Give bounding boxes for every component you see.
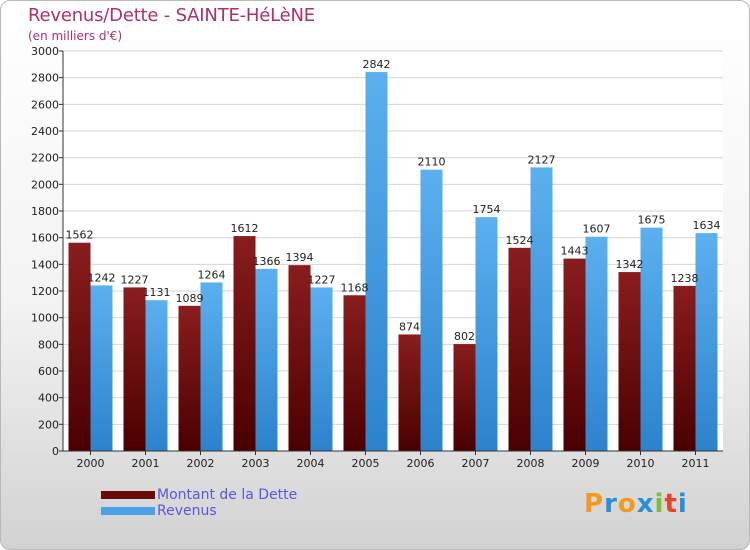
legend-label-dette: Montant de la Dette (157, 487, 298, 503)
bar-dette (398, 334, 421, 451)
data-label-dette: 1394 (286, 251, 314, 264)
data-label-revenus: 1227 (308, 273, 336, 286)
y-tick-label: 2800 (31, 72, 59, 85)
y-tick-label: 2000 (31, 178, 59, 191)
bar-revenus (90, 285, 113, 451)
y-tick-label: 400 (38, 392, 59, 405)
bar-revenus (255, 268, 278, 451)
logo-letter: o (617, 489, 637, 519)
data-label-revenus: 1366 (253, 255, 281, 268)
x-tick-label: 2001 (132, 457, 160, 470)
data-label-dette: 1562 (66, 229, 94, 242)
data-label-revenus: 1675 (638, 214, 666, 227)
data-label-dette: 874 (399, 320, 420, 333)
bar-revenus (200, 282, 223, 451)
x-tick-label: 2011 (682, 457, 710, 470)
logo-letter: t (664, 489, 678, 519)
legend-item-dette: Montant de la Dette (101, 487, 297, 503)
bar-revenus (420, 169, 443, 451)
bar-revenus (145, 300, 168, 451)
bar-revenus (310, 287, 333, 451)
y-tick-label: 1200 (31, 285, 59, 298)
chart-subtitle: (en milliers d'€) (28, 29, 123, 43)
bar-chart: 0 200 400 600 800 1000 1200 1400 1600 1800 2000 220… (31, 45, 723, 470)
x-tick-label: 2008 (517, 457, 545, 470)
y-tick-label: 1000 (31, 312, 59, 325)
legend-swatch-revenus (101, 507, 155, 515)
data-label-revenus: 1264 (198, 268, 226, 281)
x-tick-label: 2002 (187, 457, 215, 470)
y-tick-label: 0 (52, 445, 59, 458)
y-tick-label: 800 (38, 338, 59, 351)
x-tick-label: 2006 (407, 457, 435, 470)
data-label-dette: 1089 (176, 292, 204, 305)
chart-legend: Montant de la Dette Revenus (101, 487, 297, 519)
y-tick-label: 1800 (31, 205, 59, 218)
y-tick-label: 3000 (31, 45, 59, 58)
data-label-dette: 1443 (561, 245, 589, 258)
y-tick-label: 2600 (31, 98, 59, 111)
x-tick-label: 2004 (297, 457, 325, 470)
y-tick-label: 2400 (31, 125, 59, 138)
x-tick-label: 2010 (627, 457, 655, 470)
bar-dette (508, 247, 531, 451)
data-label-dette: 1342 (616, 258, 644, 271)
chart-title: Revenus/Dette - SAINTE-HéLèNE (28, 5, 315, 26)
bar-revenus (530, 167, 553, 451)
data-label-revenus: 2127 (528, 153, 556, 166)
y-tick-label: 2200 (31, 152, 59, 165)
logo-letter: P (584, 489, 605, 519)
bar-dette (68, 242, 91, 451)
bar-dette (123, 287, 146, 451)
x-tick-label: 2000 (77, 457, 105, 470)
data-label-dette: 1168 (341, 281, 369, 294)
y-tick-label: 1600 (31, 232, 59, 245)
bar-revenus (640, 227, 663, 451)
bar-revenus (585, 236, 608, 451)
legend-label-revenus: Revenus (157, 503, 217, 519)
logo-letter: r (604, 489, 618, 519)
bar-revenus (695, 233, 718, 451)
logo-letter: x (636, 489, 655, 519)
bar-dette (178, 305, 201, 451)
data-label-revenus: 1634 (693, 219, 721, 232)
data-label-dette: 1238 (671, 272, 699, 285)
x-tick-label: 2005 (352, 457, 380, 470)
bar-revenus (365, 72, 388, 452)
proxiti-logo: Proxiti (584, 489, 688, 519)
data-label-dette: 1612 (231, 222, 259, 235)
bar-dette (453, 344, 476, 451)
x-tick-label: 2003 (242, 457, 270, 470)
y-tick-label: 1400 (31, 258, 59, 271)
plot-area (63, 51, 723, 451)
data-label-revenus: 1607 (583, 223, 611, 236)
data-label-dette: 1227 (121, 273, 149, 286)
bar-dette (618, 272, 641, 451)
bar-dette (563, 258, 586, 451)
y-tick-label: 200 (38, 418, 59, 431)
bar-dette (673, 285, 696, 451)
data-label-revenus: 1131 (143, 286, 171, 299)
logo-letter: i (677, 489, 688, 519)
x-tick-label: 2009 (572, 457, 600, 470)
legend-swatch-dette (101, 491, 155, 499)
bar-dette (233, 236, 256, 451)
data-label-revenus: 2110 (418, 156, 446, 169)
data-label-revenus: 1754 (473, 203, 501, 216)
bar-dette (288, 265, 311, 451)
data-label-dette: 802 (454, 330, 475, 343)
data-label-dette: 1524 (506, 234, 534, 247)
logo-letter: i (654, 489, 665, 519)
data-label-revenus: 1242 (88, 271, 116, 284)
x-tick-label: 2007 (462, 457, 490, 470)
legend-item-revenus: Revenus (101, 503, 297, 519)
bar-revenus (475, 217, 498, 451)
data-label-revenus: 2842 (363, 58, 391, 71)
bar-dette (343, 295, 366, 451)
y-tick-label: 600 (38, 365, 59, 378)
